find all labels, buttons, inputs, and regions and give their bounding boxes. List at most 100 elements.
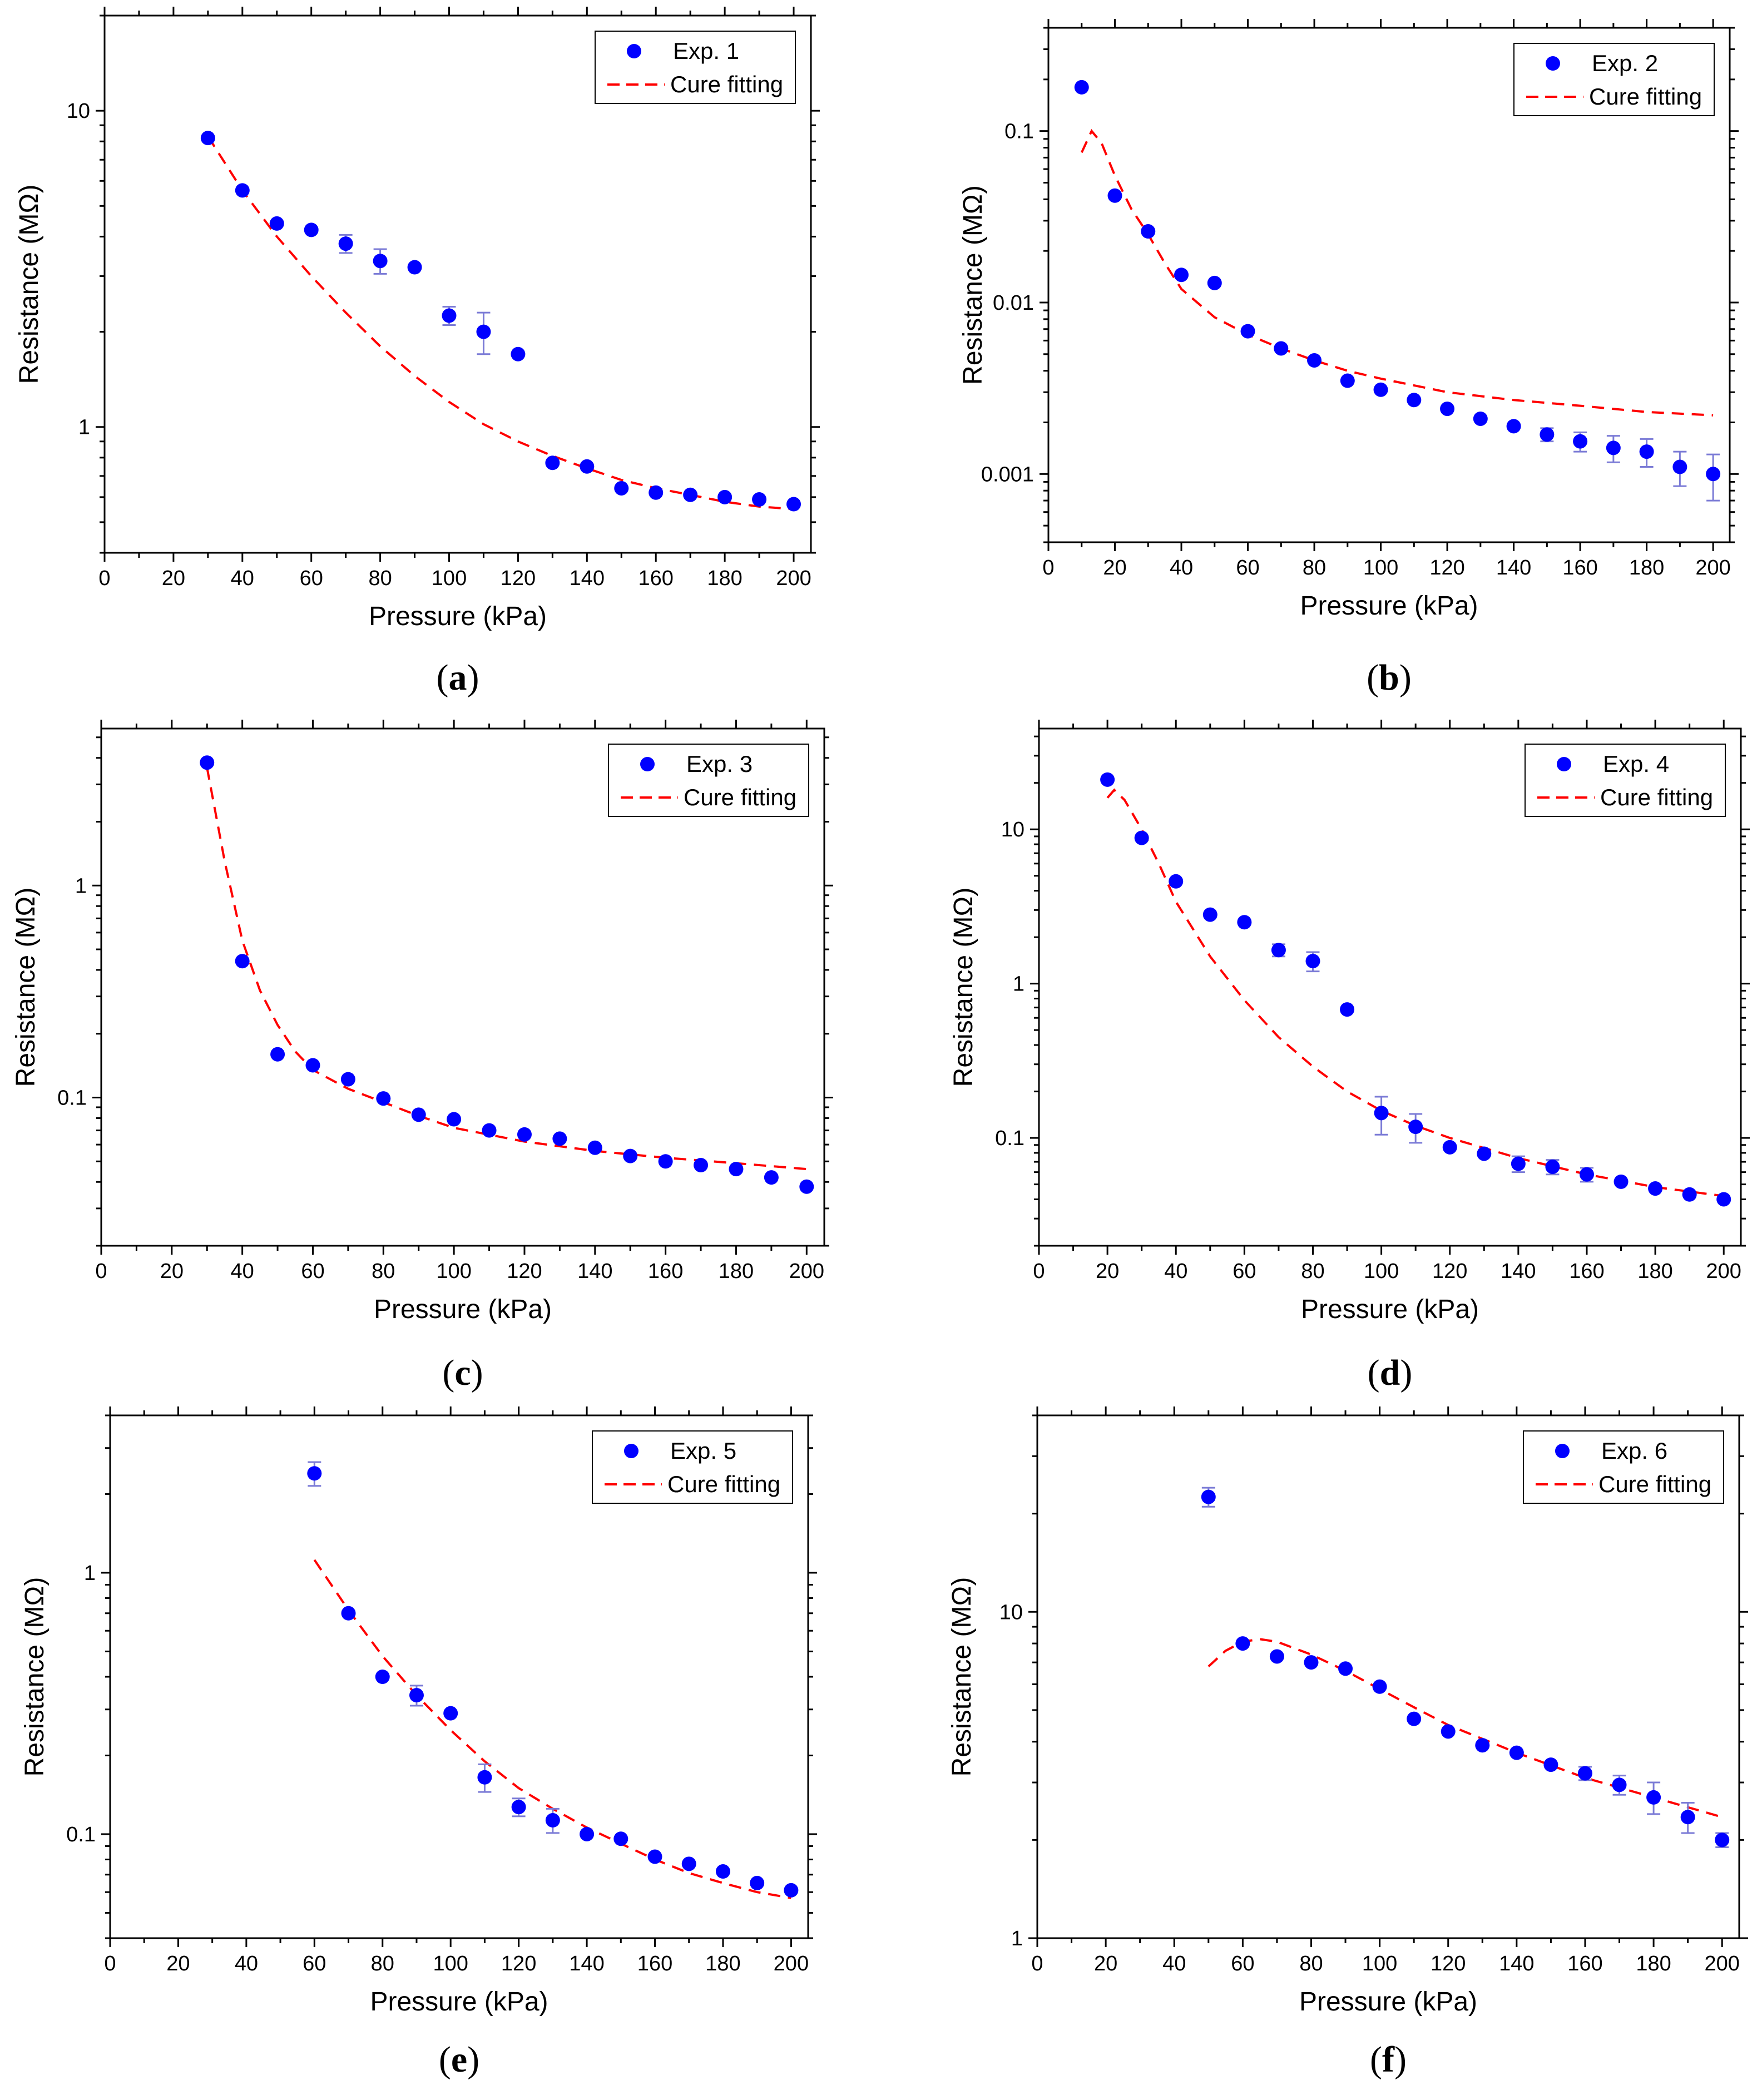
data-point [1305, 954, 1320, 969]
x-tick-label: 120 [507, 1260, 542, 1283]
data-point [1269, 1649, 1284, 1664]
plot-frame [103, 14, 812, 554]
data-point [1545, 1159, 1560, 1174]
legend-point-marker [624, 1444, 639, 1458]
legend-point-marker [640, 757, 655, 771]
data-point [647, 1849, 662, 1864]
data-point [235, 183, 250, 198]
data-point [511, 346, 526, 361]
x-axis-title: Pressure (kPa) [369, 602, 547, 631]
legend-points-label: Exp. 4 [1603, 751, 1669, 777]
x-tick-label: 180 [719, 1260, 754, 1283]
x-tick-label: 160 [648, 1260, 683, 1283]
data-point [580, 1826, 595, 1841]
data-point [200, 131, 215, 146]
panel-letter: c [454, 1353, 471, 1393]
data-point [1579, 1167, 1594, 1182]
legend-point-marker [1557, 757, 1571, 771]
data-point [1612, 1777, 1627, 1792]
data-point [1706, 467, 1721, 482]
data-point [411, 1107, 426, 1122]
x-tick-label: 0 [104, 1952, 116, 1975]
x-tick-label: 160 [1567, 1952, 1602, 1975]
data-point [1543, 1757, 1558, 1772]
legend-fit-label: Cure fitting [667, 1471, 780, 1497]
legend-point-marker [1546, 56, 1560, 71]
legend: Exp. 6 Cure fitting [1523, 1430, 1724, 1504]
legend-points-label: Exp. 1 [673, 38, 739, 64]
x-tick-label: 180 [1636, 1952, 1671, 1975]
data-point [338, 236, 353, 251]
legend-fit-label: Cure fitting [1600, 784, 1713, 810]
data-point [1340, 1002, 1355, 1017]
x-tick-label: 120 [501, 1952, 536, 1975]
x-tick-label: 0 [98, 567, 110, 590]
panel-label: (a) [437, 657, 479, 698]
legend-points-label: Exp. 2 [1592, 50, 1658, 76]
data-point [545, 1813, 560, 1828]
x-tick-label: 20 [1094, 1952, 1117, 1975]
data-point [580, 459, 595, 474]
legend: Exp. 4 Cure fitting [1525, 744, 1726, 817]
y-tick-label: 10 [999, 1601, 1023, 1624]
x-tick-label: 200 [1705, 1952, 1740, 1975]
panel-letter: d [1380, 1353, 1400, 1393]
legend-points-label: Exp. 5 [670, 1438, 736, 1464]
data-point [1573, 434, 1588, 449]
y-tick-label: 1 [84, 1562, 96, 1585]
legend-box [1523, 1430, 1724, 1504]
x-tick-label: 120 [501, 567, 536, 590]
data-point [442, 308, 457, 323]
legend-fit-label: Cure fitting [684, 784, 796, 810]
x-tick-label: 80 [1299, 1952, 1323, 1975]
x-tick-label: 0 [95, 1260, 107, 1283]
plot-frame [1047, 27, 1731, 543]
x-tick-label: 160 [637, 1952, 672, 1975]
data-point [373, 254, 388, 269]
y-axis-title: Resistance (MΩ) [947, 1577, 977, 1777]
x-tick-label: 0 [1033, 1260, 1045, 1283]
y-tick-label: 0.1 [66, 1823, 96, 1846]
data-point [341, 1606, 356, 1621]
data-point [1374, 1106, 1389, 1121]
x-tick-label: 40 [1170, 556, 1193, 580]
data-point [1408, 1120, 1423, 1135]
legend: Exp. 2 Cure fitting [1513, 43, 1715, 116]
data-point [1442, 1140, 1457, 1155]
data-point [482, 1123, 497, 1138]
y-axis-title: Resistance (MΩ) [20, 1577, 50, 1777]
panel-e: 0 20 40 60 80 100 120 140 160 180 200 0.1 1 Pressure … [20, 1406, 817, 2080]
x-tick-label: 60 [301, 1260, 324, 1283]
x-tick-label: 100 [432, 567, 467, 590]
x-tick-label: 200 [776, 567, 811, 590]
panel-b: 0 20 40 60 80 100 120 140 160 180 200 0.001 0.01 0.1 P… [958, 19, 1739, 698]
y-axis-title: Resistance (MΩ) [958, 185, 988, 385]
x-tick-label: 200 [774, 1952, 809, 1975]
panel-a: 0 20 40 60 80 100 120 140 160 180 200 1 10 Pressure (… [14, 7, 820, 698]
data-point [1141, 224, 1156, 239]
data-point [1271, 943, 1286, 958]
data-point [1100, 772, 1115, 787]
data-point [1682, 1187, 1697, 1202]
data-point [1274, 341, 1289, 356]
x-tick-label: 180 [1637, 1260, 1672, 1283]
data-point [1338, 1661, 1353, 1676]
plot-frame [1038, 727, 1742, 1247]
data-point [1107, 188, 1122, 203]
data-point [1715, 1832, 1730, 1848]
data-point [1473, 411, 1488, 426]
data-point [1648, 1181, 1663, 1196]
legend: Exp. 1 Cure fitting [595, 31, 796, 104]
data-point [1440, 402, 1455, 417]
legend-box [1513, 43, 1715, 116]
x-tick-label: 140 [1496, 556, 1531, 580]
x-tick-label: 60 [300, 567, 323, 590]
data-point [1174, 268, 1189, 283]
x-tick-label: 140 [570, 567, 605, 590]
plot-frame [100, 727, 825, 1247]
legend: Exp. 3 Cure fitting [608, 744, 809, 817]
data-point [1672, 459, 1687, 474]
x-tick-label: 160 [1562, 556, 1597, 580]
panel-letter: f [1382, 2039, 1395, 2080]
x-tick-label: 40 [1164, 1260, 1187, 1283]
